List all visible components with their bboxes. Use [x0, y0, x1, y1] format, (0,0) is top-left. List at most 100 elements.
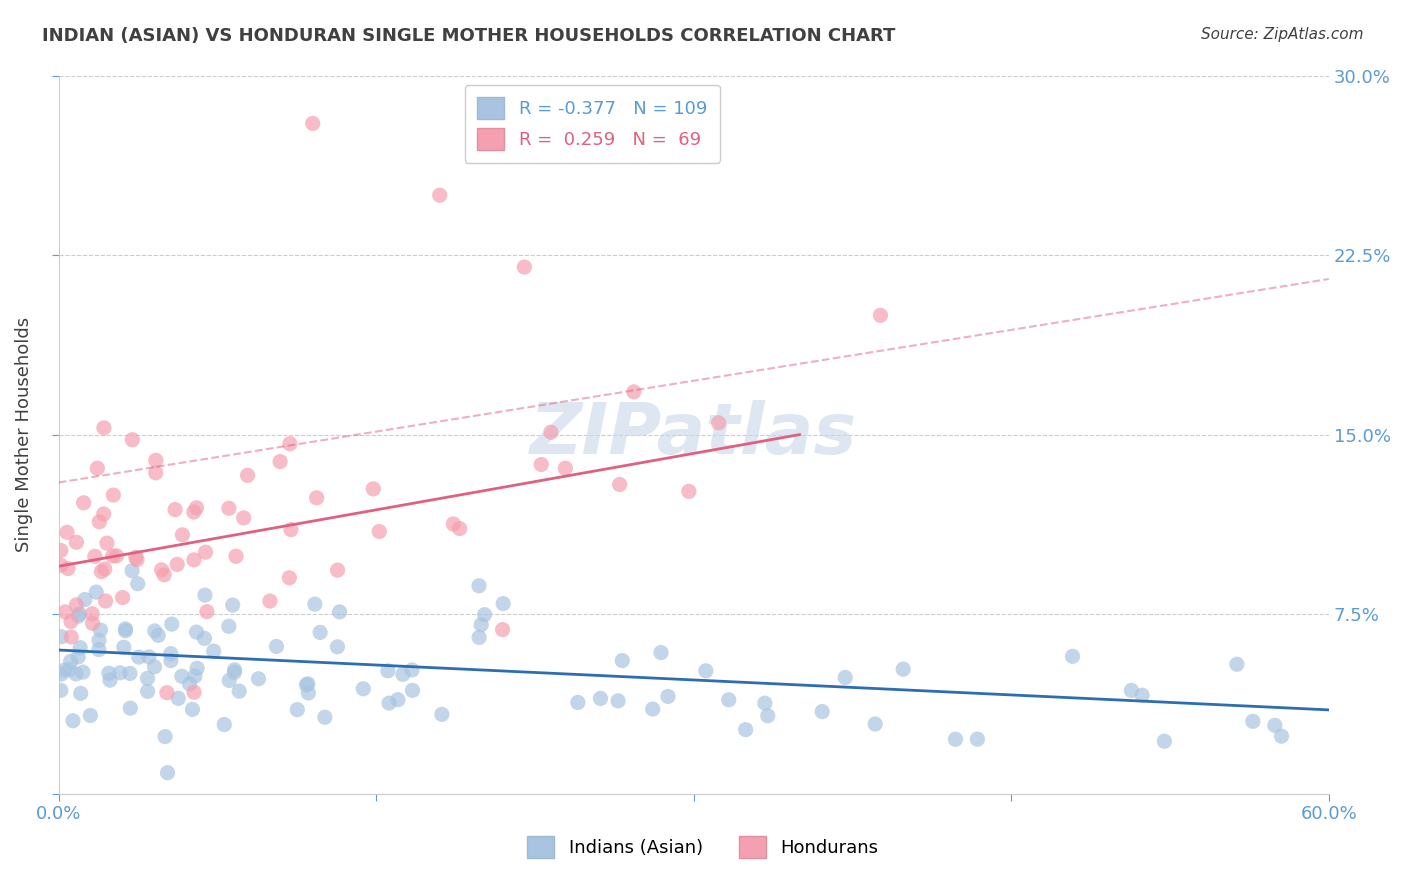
Point: [160, 654, 183, 668]
Point: [89, 515, 111, 529]
Point: [53, 663, 76, 677]
Point: [98, 673, 121, 687]
Point: [53, 605, 76, 619]
Point: [89, 623, 111, 637]
Point: [278, 571, 301, 585]
Point: [285, 703, 308, 717]
Point: [1121, 683, 1143, 698]
Point: [150, 563, 173, 577]
Point: [228, 684, 250, 698]
Point: [97, 666, 120, 681]
Text: ZIPatlas: ZIPatlas: [530, 401, 858, 469]
Point: [1270, 729, 1292, 743]
Point: [623, 384, 645, 399]
Point: [301, 116, 323, 130]
Point: [186, 661, 208, 675]
Point: [93, 421, 115, 435]
Point: [65, 667, 87, 681]
Point: [65, 535, 87, 549]
Legend: Indians (Asian), Hondurans: Indians (Asian), Hondurans: [520, 829, 886, 865]
Point: [259, 594, 281, 608]
Point: [612, 654, 634, 668]
Point: [474, 607, 496, 622]
Point: [589, 691, 612, 706]
Point: [449, 522, 471, 536]
Point: [49, 543, 72, 558]
Point: [641, 702, 664, 716]
Point: [295, 678, 318, 692]
Point: [756, 708, 779, 723]
Point: [513, 260, 536, 274]
Point: [811, 705, 834, 719]
Point: [49, 683, 72, 698]
Point: [170, 669, 193, 683]
Point: [49, 558, 72, 573]
Point: [468, 579, 491, 593]
Point: [392, 667, 415, 681]
Point: [121, 433, 143, 447]
Point: [224, 665, 246, 680]
Point: [160, 617, 183, 632]
Point: [166, 558, 188, 572]
Point: [56, 525, 79, 540]
Point: [51, 630, 73, 644]
Point: [186, 500, 208, 515]
Point: [326, 563, 349, 577]
Point: [79, 708, 101, 723]
Point: [194, 545, 217, 559]
Point: [1130, 688, 1153, 702]
Point: [120, 701, 142, 715]
Point: [607, 694, 630, 708]
Point: [193, 632, 215, 646]
Point: [148, 628, 170, 642]
Point: [82, 607, 104, 621]
Point: [401, 683, 423, 698]
Point: [69, 607, 91, 621]
Point: [114, 622, 136, 636]
Point: [59, 615, 82, 629]
Point: [378, 696, 401, 710]
Point: [657, 690, 679, 704]
Point: [165, 502, 187, 516]
Point: [305, 491, 328, 505]
Point: [945, 732, 967, 747]
Point: [314, 710, 336, 724]
Point: [863, 717, 886, 731]
Point: [678, 484, 700, 499]
Point: [1226, 657, 1249, 672]
Point: [329, 605, 352, 619]
Point: [58, 663, 80, 677]
Point: [108, 665, 131, 680]
Point: [83, 549, 105, 564]
Point: [470, 617, 492, 632]
Point: [69, 686, 91, 700]
Point: [236, 468, 259, 483]
Point: [218, 673, 240, 688]
Point: [266, 640, 288, 654]
Point: [90, 565, 112, 579]
Point: [218, 501, 240, 516]
Point: [156, 686, 179, 700]
Point: [304, 597, 326, 611]
Legend: R = -0.377   N = 109, R =  0.259   N =  69: R = -0.377 N = 109, R = 0.259 N = 69: [464, 85, 720, 163]
Point: [167, 691, 190, 706]
Point: [429, 188, 451, 202]
Point: [834, 671, 856, 685]
Point: [121, 564, 143, 578]
Point: [430, 707, 453, 722]
Point: [232, 511, 254, 525]
Point: [128, 650, 150, 665]
Text: Source: ZipAtlas.com: Source: ZipAtlas.com: [1201, 27, 1364, 42]
Point: [105, 549, 128, 563]
Point: [138, 649, 160, 664]
Point: [181, 702, 204, 716]
Point: [60, 630, 83, 644]
Point: [69, 640, 91, 655]
Point: [609, 477, 631, 491]
Point: [184, 669, 207, 683]
Point: [156, 765, 179, 780]
Point: [112, 640, 135, 655]
Point: [183, 685, 205, 699]
Point: [891, 662, 914, 676]
Point: [136, 684, 159, 698]
